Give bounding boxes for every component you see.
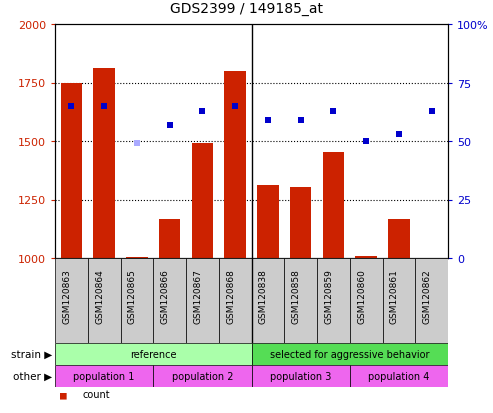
Bar	[355, 256, 377, 259]
Text: GSM120858: GSM120858	[292, 268, 301, 323]
Bar	[251, 343, 448, 365]
Text: population 1: population 1	[73, 371, 135, 381]
Text: GSM120863: GSM120863	[63, 268, 71, 323]
Bar	[388, 220, 410, 259]
Bar	[55, 365, 153, 387]
Text: GSM120867: GSM120867	[193, 268, 202, 323]
Bar	[219, 259, 251, 343]
Bar	[251, 259, 284, 343]
Text: GSM120866: GSM120866	[161, 268, 170, 323]
Bar	[350, 365, 448, 387]
Text: GSM120868: GSM120868	[226, 268, 235, 323]
Bar	[257, 186, 279, 259]
Text: ■: ■	[60, 389, 67, 399]
Bar	[120, 259, 153, 343]
Bar	[159, 220, 180, 259]
Bar	[224, 71, 246, 259]
Text: GDS2399 / 149185_at: GDS2399 / 149185_at	[170, 2, 323, 16]
Text: reference: reference	[130, 349, 176, 359]
Bar	[350, 259, 383, 343]
Bar	[55, 343, 251, 365]
Bar	[192, 144, 213, 259]
Bar	[94, 69, 115, 259]
Text: GSM120859: GSM120859	[324, 268, 333, 323]
Text: other ▶: other ▶	[13, 371, 53, 381]
Bar	[323, 152, 344, 259]
Bar	[284, 259, 317, 343]
Bar	[88, 259, 120, 343]
Text: GSM120864: GSM120864	[95, 268, 104, 323]
Text: GSM120838: GSM120838	[259, 268, 268, 323]
Bar	[55, 259, 88, 343]
Bar	[126, 257, 147, 259]
Text: population 3: population 3	[270, 371, 331, 381]
Text: ■: ■	[60, 412, 67, 413]
Text: strain ▶: strain ▶	[11, 349, 53, 359]
Bar	[153, 365, 251, 387]
Bar	[383, 259, 415, 343]
Bar	[317, 259, 350, 343]
Text: GSM120865: GSM120865	[128, 268, 137, 323]
Bar	[290, 187, 311, 259]
Bar	[251, 365, 350, 387]
Text: percentile rank within the sample: percentile rank within the sample	[82, 412, 247, 413]
Text: count: count	[82, 389, 110, 399]
Bar	[186, 259, 219, 343]
Bar	[153, 259, 186, 343]
Text: GSM120862: GSM120862	[423, 268, 432, 323]
Bar	[61, 83, 82, 259]
Bar	[415, 259, 448, 343]
Text: GSM120860: GSM120860	[357, 268, 366, 323]
Text: selected for aggressive behavior: selected for aggressive behavior	[270, 349, 429, 359]
Text: GSM120861: GSM120861	[390, 268, 399, 323]
Text: population 4: population 4	[368, 371, 429, 381]
Text: population 2: population 2	[172, 371, 233, 381]
